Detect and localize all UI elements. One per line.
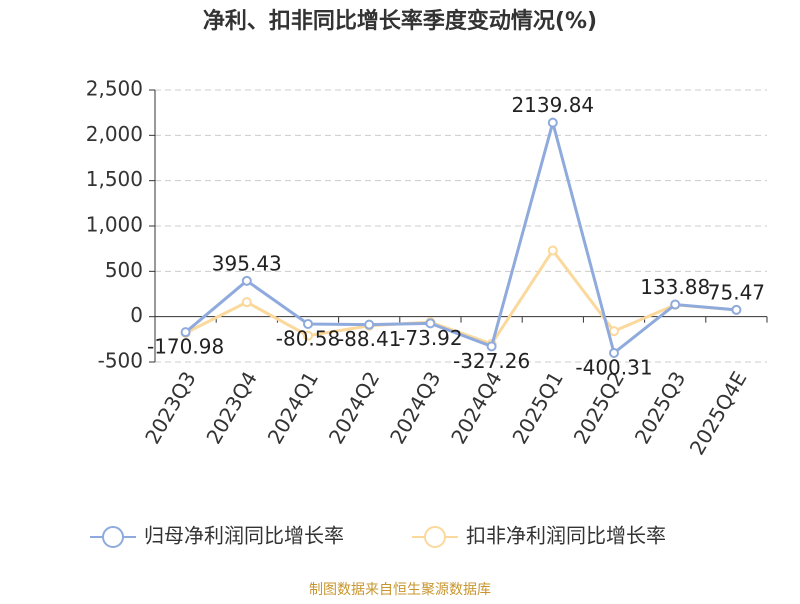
x-tick-label: 2023Q3 <box>140 367 200 448</box>
data-label: -80.58 <box>276 326 340 350</box>
data-label: -170.98 <box>147 335 224 359</box>
y-tick-label: 2,000 <box>86 122 143 146</box>
data-point <box>547 245 558 256</box>
legend-marker <box>102 526 124 548</box>
data-label: 133.88 <box>640 275 710 299</box>
y-tick-label: 1,000 <box>86 213 143 237</box>
y-tick-label: 500 <box>105 258 143 282</box>
data-point <box>486 341 497 352</box>
y-tick-label: -500 <box>98 349 143 373</box>
series-line <box>184 116 737 356</box>
chart-title: 净利、扣非同比增长率季度变动情况(%) <box>203 8 597 34</box>
data-label: -88.41 <box>337 327 401 351</box>
data-point <box>670 299 681 310</box>
x-tick-label: 2024Q4 <box>446 367 506 448</box>
series-line <box>184 247 737 346</box>
y-tick-label: 1,500 <box>86 167 143 191</box>
data-label: 395.43 <box>212 251 282 275</box>
x-tick-label: 2025Q1 <box>507 367 567 448</box>
data-point <box>241 275 252 286</box>
data-point <box>303 318 313 329</box>
data-point <box>180 327 191 338</box>
source-note: 制图数据来自恒生聚源数据库 <box>309 582 491 598</box>
data-point <box>241 297 252 308</box>
x-tick-label: 2024Q3 <box>385 367 445 448</box>
x-tick-label: 2024Q1 <box>263 367 323 448</box>
data-label: -327.26 <box>453 349 530 373</box>
data-point <box>547 117 558 128</box>
y-tick-label: 0 <box>130 303 143 327</box>
x-tick-label: 2025Q4E <box>685 367 752 459</box>
legend-label: 扣非净利润同比增长率 <box>466 524 666 548</box>
data-point <box>609 326 619 337</box>
x-tick-label: 2023Q4 <box>201 367 261 448</box>
data-label: -73.92 <box>398 326 462 350</box>
data-point <box>731 304 742 315</box>
data-label: 75.47 <box>708 280 765 304</box>
data-point <box>364 319 375 330</box>
data-point <box>425 318 436 329</box>
y-tick-label: 2,500 <box>86 77 143 101</box>
legend-label: 归母净利润同比增长率 <box>144 524 344 548</box>
legend-marker <box>424 526 446 548</box>
data-label: -400.31 <box>575 355 652 379</box>
data-point <box>303 330 313 341</box>
data-label: 2139.84 <box>511 93 594 117</box>
x-tick-label: 2024Q2 <box>324 367 384 448</box>
data-point <box>609 347 619 358</box>
